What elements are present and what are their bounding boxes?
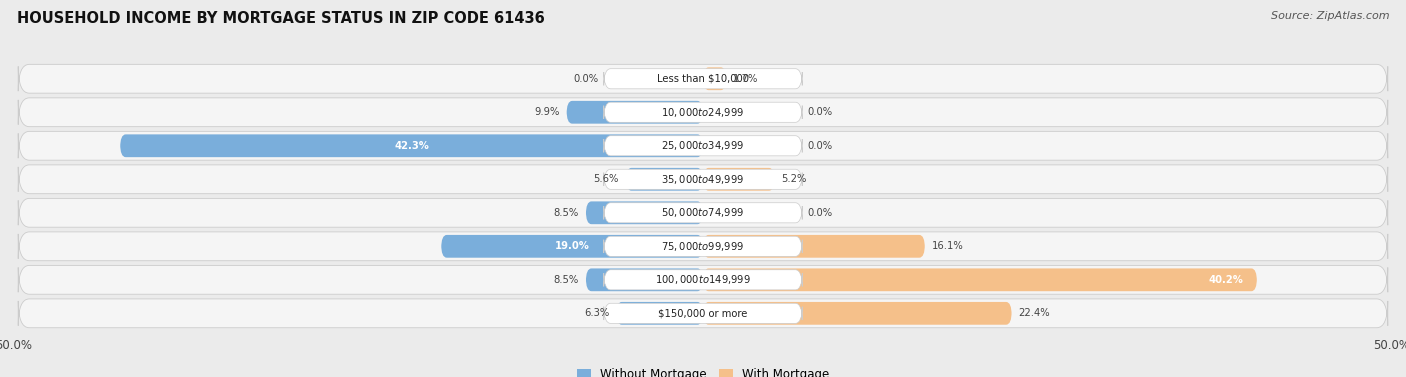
FancyBboxPatch shape [18,198,1388,227]
Text: 8.5%: 8.5% [554,208,579,218]
Text: 19.0%: 19.0% [554,241,589,251]
FancyBboxPatch shape [567,101,703,124]
Text: Less than $10,000: Less than $10,000 [657,74,749,84]
FancyBboxPatch shape [703,268,1257,291]
FancyBboxPatch shape [586,201,703,224]
Text: $10,000 to $24,999: $10,000 to $24,999 [661,106,745,119]
FancyBboxPatch shape [603,303,803,323]
FancyBboxPatch shape [703,235,925,258]
Text: 0.0%: 0.0% [807,141,832,151]
FancyBboxPatch shape [18,131,1388,160]
Text: $50,000 to $74,999: $50,000 to $74,999 [661,206,745,219]
FancyBboxPatch shape [703,302,1012,325]
FancyBboxPatch shape [603,136,803,156]
Text: 8.5%: 8.5% [554,275,579,285]
FancyBboxPatch shape [603,203,803,223]
Text: $150,000 or more: $150,000 or more [658,308,748,318]
FancyBboxPatch shape [120,134,703,157]
Text: 42.3%: 42.3% [394,141,429,151]
FancyBboxPatch shape [18,64,1388,93]
Text: $35,000 to $49,999: $35,000 to $49,999 [661,173,745,186]
Text: $75,000 to $99,999: $75,000 to $99,999 [661,240,745,253]
FancyBboxPatch shape [586,268,703,291]
Text: 5.6%: 5.6% [593,174,619,184]
FancyBboxPatch shape [603,270,803,290]
Text: 5.2%: 5.2% [782,174,807,184]
Text: 9.9%: 9.9% [534,107,560,117]
FancyBboxPatch shape [18,98,1388,127]
FancyBboxPatch shape [703,168,775,191]
FancyBboxPatch shape [18,165,1388,194]
FancyBboxPatch shape [616,302,703,325]
Text: $100,000 to $149,999: $100,000 to $149,999 [655,273,751,286]
FancyBboxPatch shape [626,168,703,191]
Legend: Without Mortgage, With Mortgage: Without Mortgage, With Mortgage [572,363,834,377]
FancyBboxPatch shape [603,236,803,256]
FancyBboxPatch shape [18,232,1388,261]
Text: 0.0%: 0.0% [807,107,832,117]
Text: 16.1%: 16.1% [932,241,963,251]
Text: 22.4%: 22.4% [1018,308,1050,318]
Text: Source: ZipAtlas.com: Source: ZipAtlas.com [1271,11,1389,21]
Text: 0.0%: 0.0% [574,74,599,84]
FancyBboxPatch shape [603,69,803,89]
FancyBboxPatch shape [18,265,1388,294]
FancyBboxPatch shape [603,102,803,122]
Text: 40.2%: 40.2% [1208,275,1243,285]
FancyBboxPatch shape [603,169,803,189]
Text: 1.7%: 1.7% [734,74,759,84]
Text: $25,000 to $34,999: $25,000 to $34,999 [661,139,745,152]
Text: 6.3%: 6.3% [583,308,609,318]
FancyBboxPatch shape [441,235,703,258]
FancyBboxPatch shape [703,67,727,90]
FancyBboxPatch shape [18,299,1388,328]
Text: HOUSEHOLD INCOME BY MORTGAGE STATUS IN ZIP CODE 61436: HOUSEHOLD INCOME BY MORTGAGE STATUS IN Z… [17,11,544,26]
Text: 0.0%: 0.0% [807,208,832,218]
